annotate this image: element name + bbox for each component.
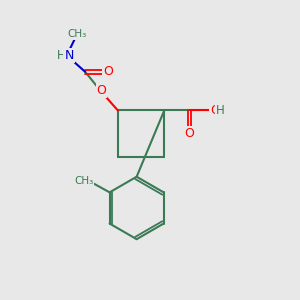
- Text: CH₃: CH₃: [74, 176, 94, 186]
- Text: O: O: [97, 84, 106, 97]
- Text: CH₃: CH₃: [68, 29, 87, 39]
- Text: N: N: [64, 49, 74, 62]
- Text: O: O: [103, 65, 113, 78]
- Text: H: H: [216, 104, 224, 117]
- Text: O: O: [184, 127, 194, 140]
- Text: O: O: [210, 104, 220, 117]
- Text: H: H: [57, 49, 66, 62]
